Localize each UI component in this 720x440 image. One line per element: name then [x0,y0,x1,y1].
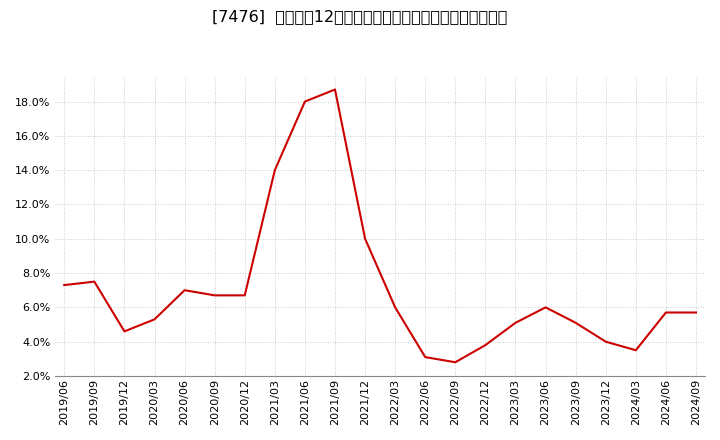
Text: [7476]  売上高の12か月移動合計の対前年同期増減率の推移: [7476] 売上高の12か月移動合計の対前年同期増減率の推移 [212,9,508,24]
